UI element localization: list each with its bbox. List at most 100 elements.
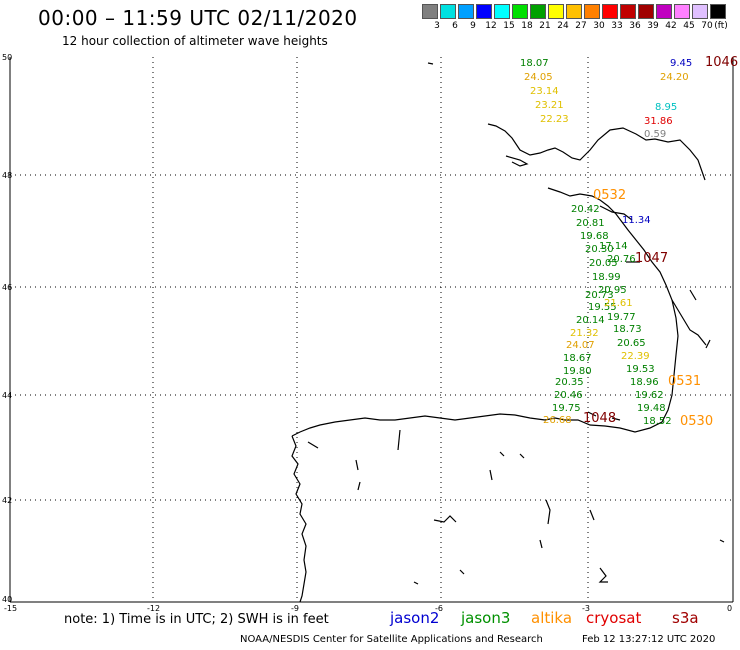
track-time-label: 0532	[593, 188, 626, 203]
lat-tick-label: 40	[2, 595, 12, 604]
wave-height-label: 20.76	[607, 254, 636, 265]
wave-height-label: 18.07	[520, 58, 549, 69]
scale-label: 15	[503, 21, 515, 31]
wave-height-label: 22.39	[621, 351, 650, 362]
wave-height-label: 19.55	[588, 302, 617, 313]
wave-height-label: 19.62	[635, 390, 664, 401]
scale-swatch	[458, 4, 474, 19]
wave-height-label: 20.05	[589, 258, 618, 269]
scale-label: 45	[683, 21, 695, 31]
scale-swatch	[530, 4, 546, 19]
wave-height-label: 20.14	[576, 315, 605, 326]
wave-height-label: 19.48	[637, 403, 666, 414]
wave-height-label: 18.67	[563, 353, 592, 364]
scale-label: 27	[575, 21, 587, 31]
wave-height-label: 23.14	[530, 86, 559, 97]
lon-tick-label: -15	[4, 604, 17, 613]
coastline	[291, 62, 725, 603]
wave-height-label: 21.61	[604, 298, 633, 309]
scale-label: 3	[434, 21, 440, 31]
lon-tick-label: -6	[435, 604, 443, 613]
wave-height-label: 26.68	[543, 415, 572, 426]
scale-swatch	[548, 4, 564, 19]
track-time-label: 0531	[668, 374, 701, 389]
note-text: note: 1) Time is in UTC; 2) SWH is in fe…	[64, 612, 329, 627]
wave-height-label: 24.07	[566, 340, 595, 351]
wave-height-label: 20.65	[617, 338, 646, 349]
wave-height-label: 20.81	[576, 218, 605, 229]
wave-height-label: 11.34	[622, 215, 651, 226]
satellite-legend-s3a: s3a	[672, 609, 699, 627]
wave-height-label: 18.96	[630, 377, 659, 388]
lon-tick-label: -9	[291, 604, 299, 613]
lat-tick-label: 42	[2, 496, 12, 505]
wave-height-label: 17.14	[599, 241, 628, 252]
scale-swatch	[674, 4, 690, 19]
wave-height-label: 19.80	[563, 366, 592, 377]
scale-swatch	[422, 4, 438, 19]
wave-height-label: 20.42	[571, 204, 600, 215]
wave-height-label: 21.32	[570, 328, 599, 339]
satellite-legend-cryosat: cryosat	[586, 609, 642, 627]
wave-height-label: 24.05	[524, 72, 553, 83]
scale-label: 33	[611, 21, 623, 31]
wave-height-label: 20.30	[585, 244, 614, 255]
wave-height-label: 31.86	[644, 116, 673, 127]
wave-height-label: 20.46	[554, 390, 583, 401]
scale-label: 70	[701, 21, 713, 31]
scale-swatch	[692, 4, 708, 19]
scale-label: 12	[485, 21, 497, 31]
wave-height-label: 23.21	[535, 100, 564, 111]
scale-label: 30	[593, 21, 605, 31]
track-time-label: 1048	[583, 411, 616, 426]
lon-tick-label: -12	[147, 604, 160, 613]
scale-swatch	[566, 4, 582, 19]
scale-label: 36	[629, 21, 641, 31]
track-time-label: 1047	[635, 251, 668, 266]
wave-height-label: 8.95	[655, 102, 677, 113]
scale-swatch	[512, 4, 528, 19]
scale-swatch	[602, 4, 618, 19]
wave-height-label: 18.73	[613, 324, 642, 335]
scale-label: (ft)	[714, 21, 728, 31]
scale-swatch	[638, 4, 654, 19]
lat-tick-label: 50	[2, 53, 12, 62]
lat-tick-label: 46	[2, 283, 12, 292]
wave-height-label: 20.95	[598, 285, 627, 296]
wave-height-label: 9.45	[670, 58, 692, 69]
map-grid: 50 48 46 44 42 40-15 -12 -9 -6 -3 0	[2, 53, 733, 613]
scale-swatch	[494, 4, 510, 19]
wave-height-label: 20.35	[555, 377, 584, 388]
chart-subtitle: 12 hour collection of altimeter wave hei…	[62, 34, 328, 48]
wave-height-label: 19.77	[607, 312, 636, 323]
scale-label: 18	[521, 21, 533, 31]
scale-swatch	[476, 4, 492, 19]
wave-height-label: 24.20	[660, 72, 689, 83]
scale-label: 42	[665, 21, 677, 31]
footer-timestamp: Feb 12 13:27:12 UTC 2020	[582, 634, 716, 645]
scale-swatch	[584, 4, 600, 19]
scale-label: 21	[539, 21, 551, 31]
wave-height-label: 19.53	[626, 364, 655, 375]
wave-height-label: 19.75	[552, 403, 581, 414]
wave-height-label: 18.99	[592, 272, 621, 283]
scale-swatch	[440, 4, 456, 19]
scale-swatch	[620, 4, 636, 19]
scale-label: 24	[557, 21, 569, 31]
lat-tick-label: 48	[2, 171, 12, 180]
wave-height-label: 22.23	[540, 114, 569, 125]
wave-height-label: 19.68	[580, 231, 609, 242]
chart-title: 00:00 – 11:59 UTC 02/11/2020	[38, 6, 358, 30]
wave-height-label: 0.59	[644, 129, 666, 140]
satellite-legend-jason3: jason3	[461, 609, 511, 627]
wave-height-label: 18.52	[643, 416, 672, 427]
satellite-legend-altika: altika	[531, 609, 573, 627]
scale-label: 6	[452, 21, 458, 31]
scale-label: 9	[470, 21, 476, 31]
track-time-label: 1046	[705, 55, 738, 70]
wave-height-label: 20.73	[585, 290, 614, 301]
lon-tick-label: -3	[582, 604, 590, 613]
scale-swatch	[710, 4, 726, 19]
lon-tick-label: 0	[727, 604, 732, 613]
